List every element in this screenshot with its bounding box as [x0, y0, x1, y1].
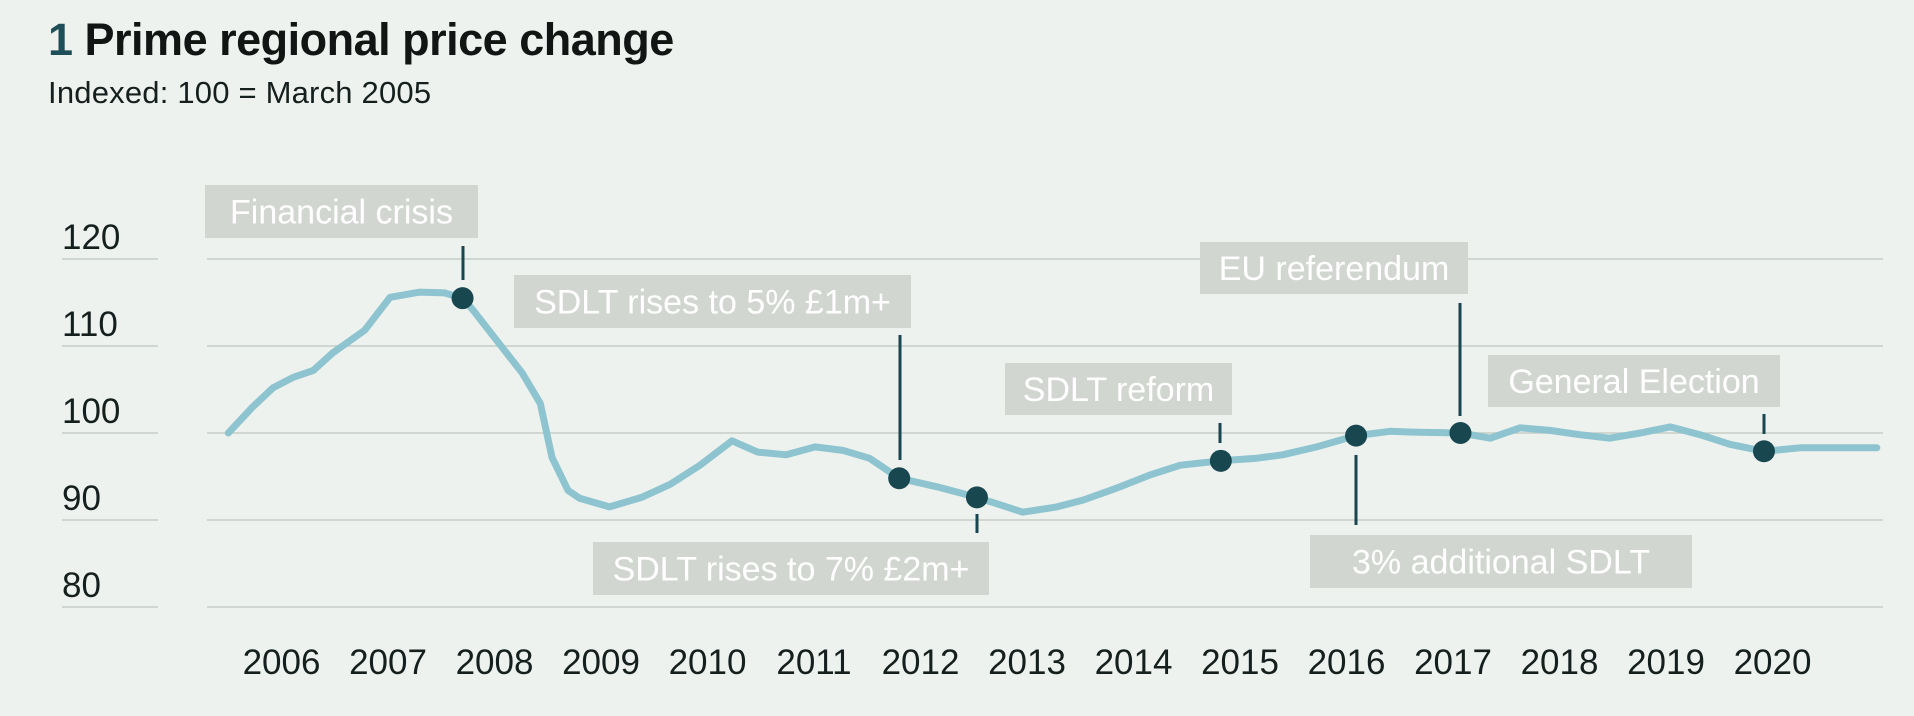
- x-axis-label: 2014: [1095, 643, 1173, 682]
- y-axis-label: 120: [62, 218, 120, 257]
- x-axis-label: 2006: [243, 643, 321, 682]
- y-axis-label: 110: [62, 305, 118, 344]
- x-axis-label: 2016: [1308, 643, 1386, 682]
- annotation-general-election: General Election: [1488, 355, 1780, 463]
- x-axis-label: 2017: [1414, 643, 1492, 682]
- x-axis-label: 2008: [456, 643, 534, 682]
- annotation-label: SDLT rises to 5% £1m+: [534, 284, 891, 322]
- chart-title-text: Prime regional price change: [84, 14, 675, 65]
- annotation-label: EU referendum: [1219, 250, 1450, 288]
- x-axis-label: 2020: [1734, 643, 1812, 682]
- data-point: [451, 287, 474, 310]
- annotation-label: 3% additional SDLT: [1352, 544, 1650, 582]
- annotation-eu-referendum: EU referendum: [1200, 242, 1472, 444]
- annotation-3-additional-sdlt: 3% additional SDLT: [1310, 424, 1692, 588]
- y-axis-label: 80: [62, 566, 101, 605]
- data-point: [965, 486, 988, 509]
- annotation-box: [205, 185, 478, 238]
- annotation-box: [1310, 535, 1692, 588]
- annotation-box: [593, 542, 989, 595]
- annotation-label: SDLT rises to 7% £2m+: [613, 551, 970, 589]
- annotation-sdlt-rises-to-7-2m-: SDLT rises to 7% £2m+: [593, 486, 989, 595]
- chart-subtitle: Indexed: 100 = March 2005: [48, 75, 432, 110]
- x-axis-label: 2015: [1201, 643, 1279, 682]
- title-block: 1 Prime regional price change Indexed: 10…: [48, 14, 674, 111]
- x-axis-label: 2009: [562, 643, 640, 682]
- annotation-box: [514, 275, 911, 328]
- data-point: [1345, 424, 1368, 447]
- y-axis-label: 100: [62, 392, 120, 431]
- data-point: [1752, 440, 1775, 463]
- data-point: [1209, 449, 1232, 472]
- data-point: [888, 467, 911, 490]
- annotation-box: [1488, 355, 1780, 407]
- x-axis-label: 2007: [349, 643, 427, 682]
- x-axis-label: 2018: [1521, 643, 1599, 682]
- annotation-sdlt-rises-to-5-1m-: SDLT rises to 5% £1m+: [514, 275, 911, 490]
- annotation-sdlt-reform: SDLT reform: [1005, 363, 1232, 472]
- x-axis-label: 2010: [669, 643, 747, 682]
- x-axis-label: 2011: [776, 643, 851, 682]
- chart-number: 1: [48, 14, 73, 65]
- chart-title: 1 Prime regional price change: [48, 14, 674, 66]
- annotation-financial-crisis: Financial crisis: [205, 185, 478, 310]
- x-axis-label: 2019: [1627, 643, 1705, 682]
- annotation-box: [1200, 242, 1468, 294]
- annotation-label: Financial crisis: [230, 194, 453, 232]
- y-axis-label: 90: [62, 479, 101, 518]
- x-axis-label: 2012: [882, 643, 960, 682]
- annotation-label: SDLT reform: [1023, 371, 1214, 409]
- annotation-label: General Election: [1508, 363, 1759, 401]
- annotation-box: [1005, 363, 1232, 415]
- data-point: [1449, 422, 1472, 444]
- x-axis-label: 2013: [988, 643, 1066, 682]
